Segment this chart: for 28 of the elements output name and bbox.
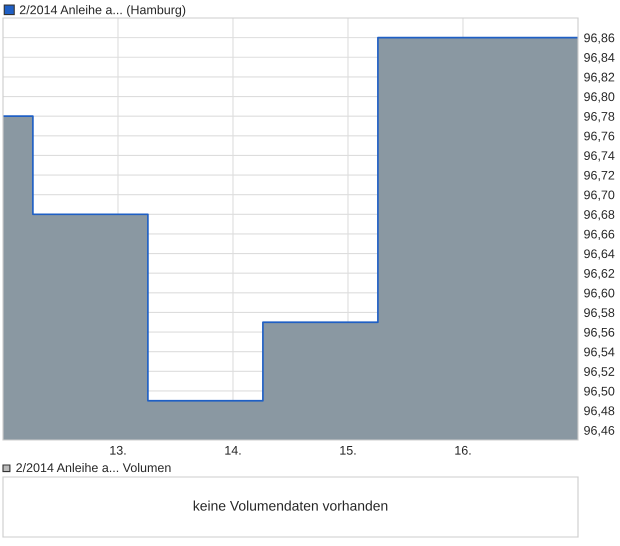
y-tick-label: 96,56 xyxy=(584,328,614,338)
y-tick-label: 96,62 xyxy=(584,268,614,280)
text: 2/2014 Anleihe a... Volumen xyxy=(16,462,171,472)
y-tick-label: 96,48 xyxy=(584,406,614,417)
y-tick-label: 96,74 xyxy=(584,151,614,162)
x-tick-label: 14. xyxy=(225,446,241,455)
y-tick-label: 96,68 xyxy=(584,210,614,220)
y-tick-label: 96,54 xyxy=(584,347,614,358)
y-tick-label: 96,80 xyxy=(584,92,614,103)
x-tick-label: 15. xyxy=(340,446,356,455)
legend-label: 2/2014 Anleihe a... (Hamburg) xyxy=(20,5,186,17)
y-tick-label: 96,64 xyxy=(584,249,614,260)
y-tick-label: 96,50 xyxy=(584,386,614,398)
text: keine Volumendaten vorhanden xyxy=(194,500,388,511)
y-tick-label: 96,46 xyxy=(584,426,614,436)
y-tick-label: 96,72 xyxy=(584,170,614,182)
x-tick-label: 13. xyxy=(110,446,126,455)
y-tick-label: 96,70 xyxy=(584,190,614,201)
y-tick-label: 96,58 xyxy=(584,308,614,319)
y-tick-label: 96,82 xyxy=(584,72,614,84)
y-tick-label: 96,52 xyxy=(584,367,614,378)
y-tick-label: 96,76 xyxy=(584,132,614,142)
y-tick-label: 96,66 xyxy=(584,230,614,240)
y-tick-label: 96,78 xyxy=(584,112,614,122)
x-tick-label: 16. xyxy=(455,446,471,455)
y-tick-label: 96,86 xyxy=(584,33,614,44)
y-tick-label: 96,60 xyxy=(584,288,614,299)
y-tick-label: 96,84 xyxy=(584,53,614,64)
